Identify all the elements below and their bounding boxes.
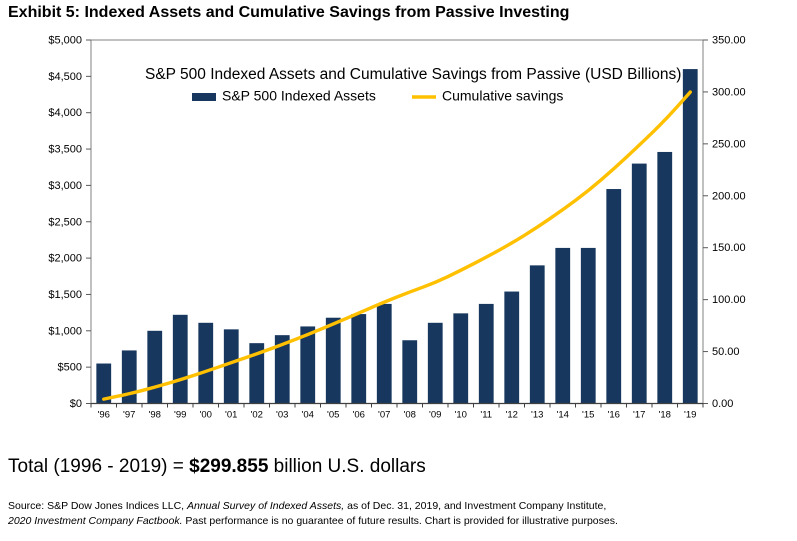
svg-text:'14: '14 (557, 410, 569, 421)
svg-text:'96: '96 (98, 410, 110, 421)
svg-text:$4,500: $4,500 (48, 71, 82, 83)
svg-text:'97: '97 (123, 410, 135, 421)
svg-text:150.00: 150.00 (712, 242, 746, 254)
svg-text:'07: '07 (378, 410, 390, 421)
svg-text:'12: '12 (506, 410, 518, 421)
svg-text:$5,000: $5,000 (48, 35, 82, 47)
svg-text:350.00: 350.00 (712, 35, 746, 47)
svg-text:$1,000: $1,000 (48, 325, 82, 337)
svg-text:$2,500: $2,500 (48, 216, 82, 228)
svg-text:'10: '10 (455, 410, 467, 421)
svg-text:'13: '13 (531, 410, 543, 421)
svg-text:'99: '99 (174, 410, 186, 421)
svg-text:'16: '16 (608, 410, 620, 421)
svg-text:'02: '02 (251, 410, 263, 421)
svg-text:$1,500: $1,500 (48, 289, 82, 301)
svg-text:0.00: 0.00 (712, 398, 733, 410)
svg-text:'19: '19 (684, 410, 696, 421)
svg-text:'11: '11 (480, 410, 492, 421)
svg-text:'08: '08 (404, 410, 416, 421)
svg-text:'05: '05 (327, 410, 339, 421)
svg-text:S&P 500 Indexed Assets and Cum: S&P 500 Indexed Assets and Cumulative Sa… (145, 66, 681, 83)
svg-text:200.00: 200.00 (712, 190, 746, 202)
svg-text:'00: '00 (200, 410, 212, 421)
svg-text:250.00: 250.00 (712, 138, 746, 150)
svg-text:'04: '04 (302, 410, 314, 421)
svg-text:'15: '15 (582, 410, 594, 421)
svg-text:$0: $0 (70, 398, 82, 410)
svg-text:$3,500: $3,500 (48, 144, 82, 156)
svg-text:$3,000: $3,000 (48, 180, 82, 192)
svg-text:'17: '17 (633, 410, 645, 421)
svg-text:S&P 500 Indexed Assets: S&P 500 Indexed Assets (222, 88, 376, 104)
svg-text:'18: '18 (659, 410, 671, 421)
svg-text:'01: '01 (225, 410, 237, 421)
svg-text:$500: $500 (58, 362, 82, 374)
svg-text:'09: '09 (429, 410, 441, 421)
svg-text:100.00: 100.00 (712, 294, 746, 306)
svg-text:300.00: 300.00 (712, 86, 746, 98)
svg-text:'06: '06 (353, 410, 365, 421)
svg-text:'98: '98 (149, 410, 161, 421)
svg-text:'03: '03 (276, 410, 288, 421)
svg-text:$2,000: $2,000 (48, 253, 82, 265)
svg-text:50.00: 50.00 (712, 346, 740, 358)
svg-text:Cumulative savings: Cumulative savings (442, 88, 563, 104)
svg-text:$4,000: $4,000 (48, 107, 82, 119)
